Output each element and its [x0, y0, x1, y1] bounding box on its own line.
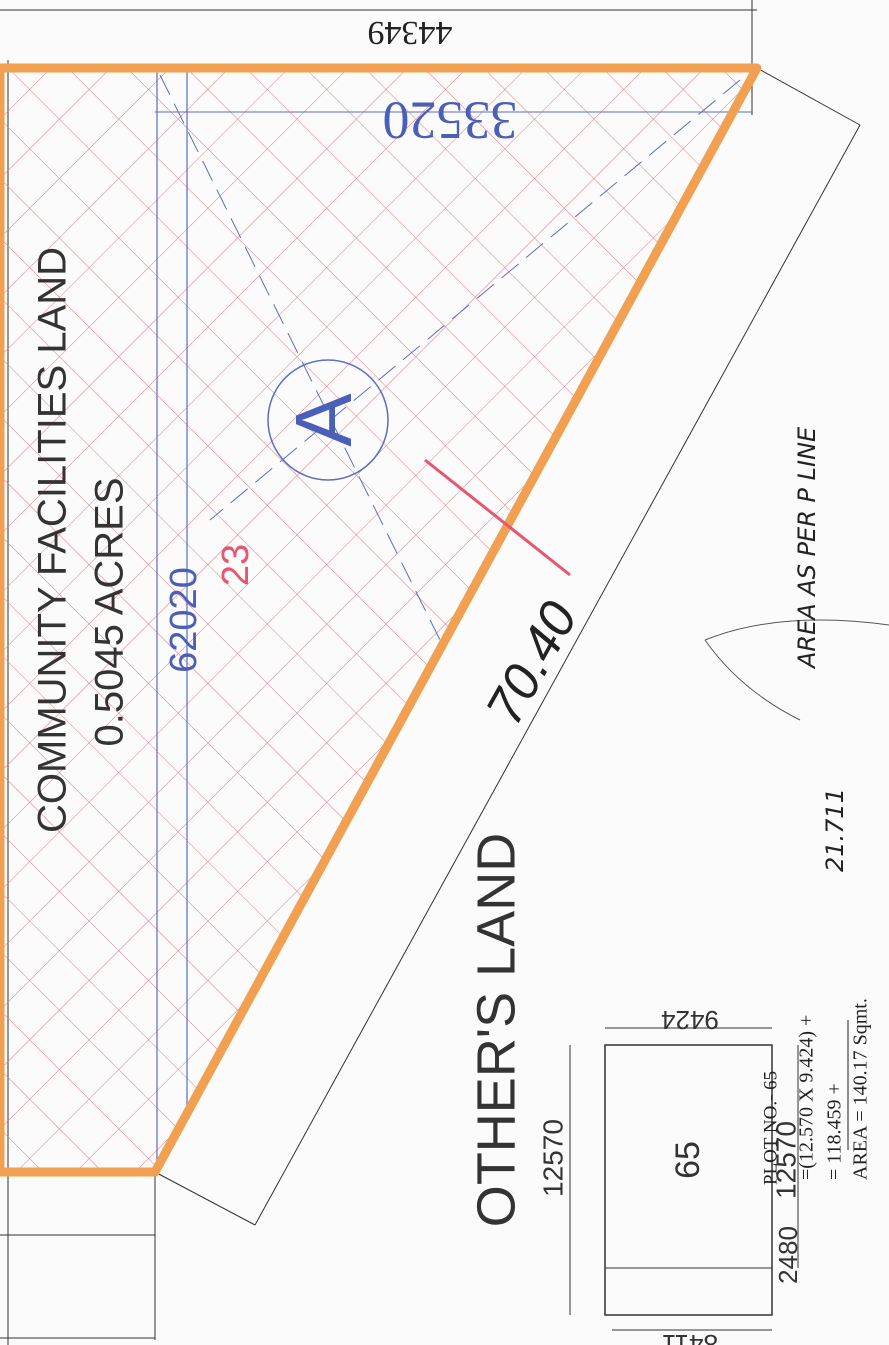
arc [704, 639, 801, 721]
hatched-area [0, 68, 757, 1172]
plot-rect [604, 1044, 773, 1316]
dimension-label: 2480 [773, 1226, 803, 1284]
plot-note: PLOT NO.- 65 [760, 1071, 781, 1185]
zone-label: A [279, 393, 368, 447]
dimension-label: 12570 [770, 1121, 801, 1199]
dashed-line [209, 79, 741, 521]
dimension-label: 9424 [661, 1005, 719, 1035]
handwritten-note: AREA AS PER P LINE [793, 426, 821, 670]
dimension-line [254, 124, 861, 1226]
handwritten-value: 21.711 [821, 788, 849, 872]
red-mark [424, 458, 571, 577]
boundary [0, 63, 762, 1177]
land-area: 0.5045 ACRES [88, 477, 132, 746]
formula: =(12.570 X 9.424) + [796, 1015, 818, 1180]
red-number: 23 [215, 544, 257, 586]
arc [704, 619, 889, 641]
dimension-label: 8411 [662, 1329, 718, 1345]
total: AREA = 140.17 Sqmt. [850, 998, 872, 1180]
blue-number: 62020 [163, 567, 205, 673]
dimension-label: 12570 [537, 1119, 568, 1197]
dashed-line [159, 74, 441, 641]
land-name: COMMUNITY FACILITIES LAND [31, 247, 75, 833]
dimension-label: 33520 [383, 91, 518, 151]
zone-circle [267, 359, 389, 481]
dimension-line [154, 1171, 256, 1226]
dimension-line [756, 67, 861, 126]
neighbour-label: OTHER'S LAND [466, 833, 526, 1227]
sum: = 118.459 + [824, 1083, 846, 1180]
dimension-label: 44349 [368, 14, 453, 51]
plot-number: 65 [669, 1141, 707, 1179]
